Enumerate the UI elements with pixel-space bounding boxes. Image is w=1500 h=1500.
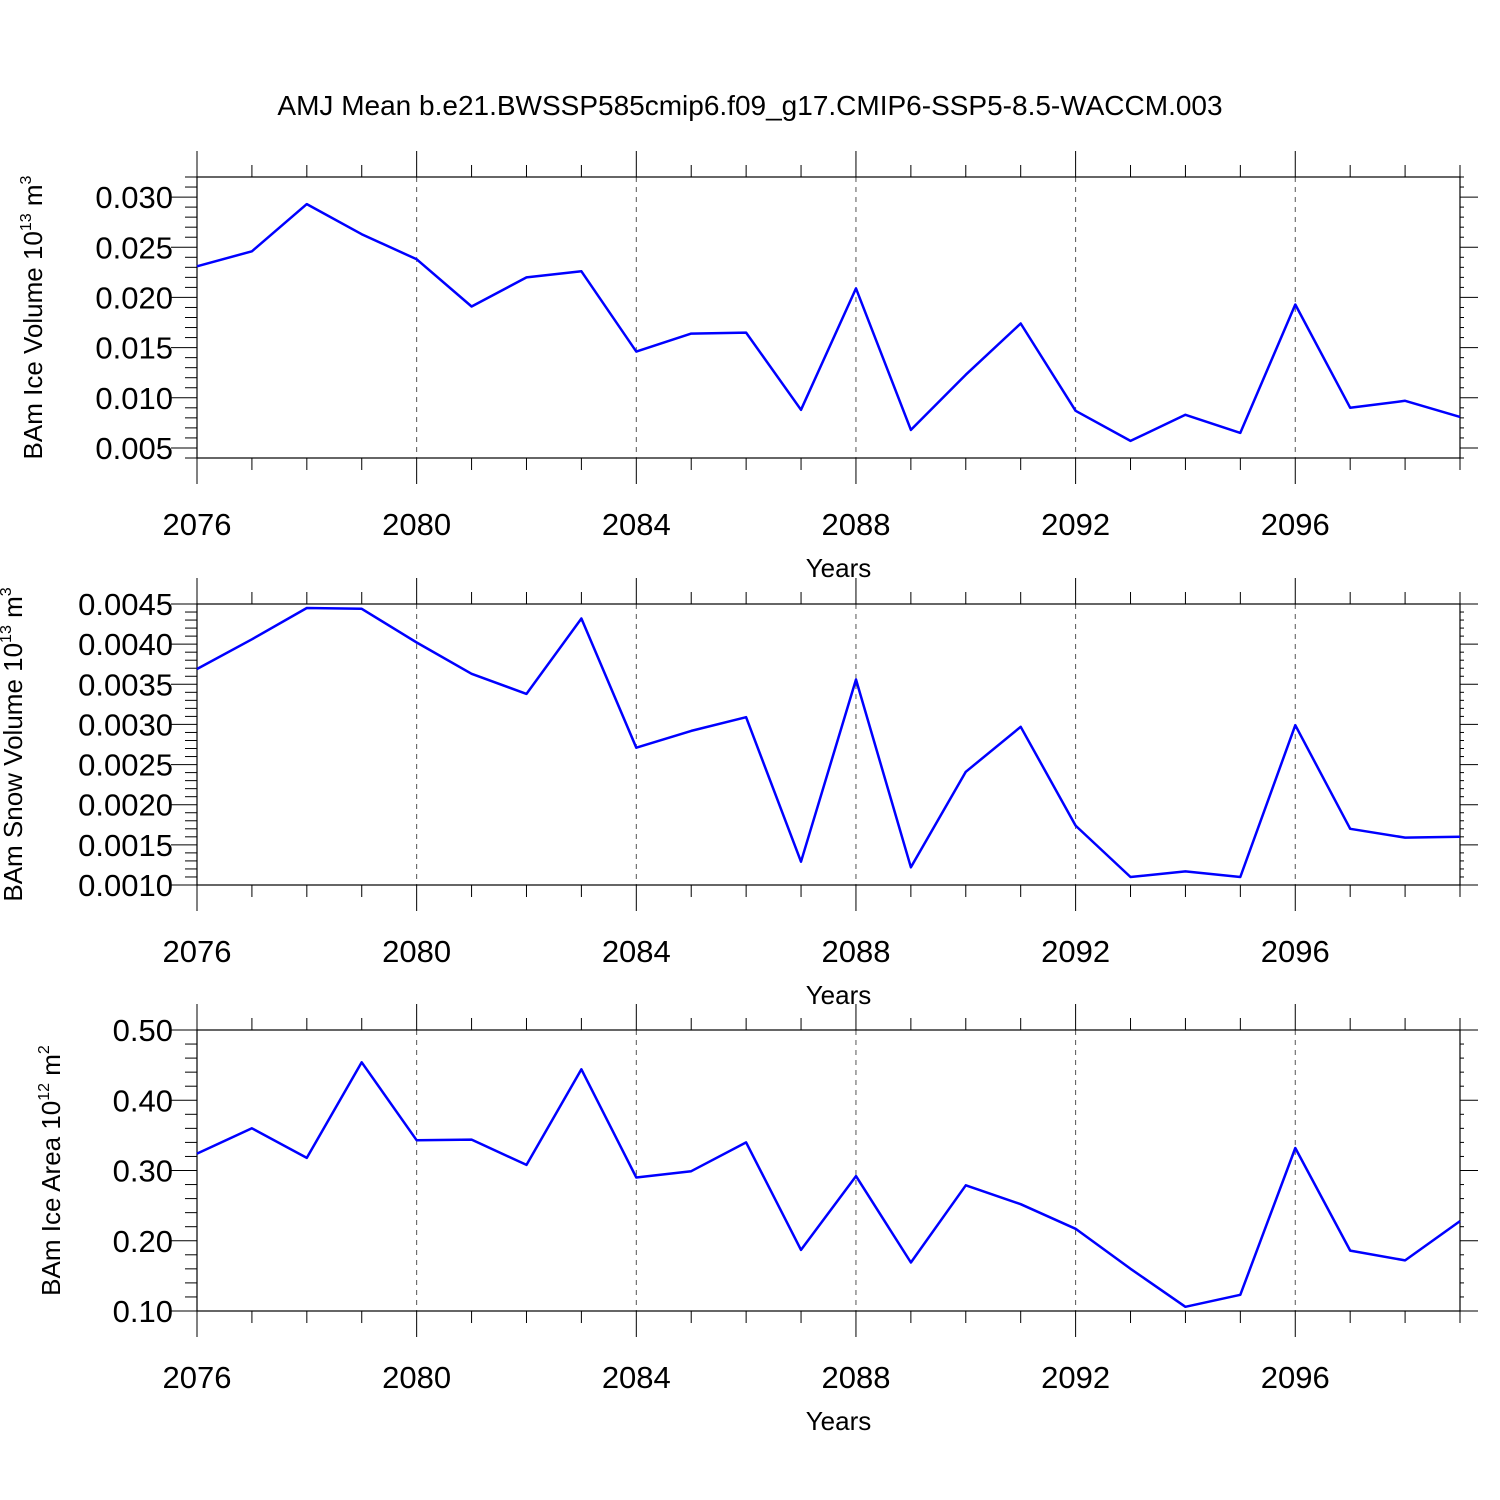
panel-1-x-tick-label: 2076 — [163, 507, 232, 542]
panel-2-y-tick-label: 0.0025 — [78, 748, 173, 783]
panel-1-x-tick-label: 2080 — [382, 507, 451, 542]
panel-1-x-tick-label: 2092 — [1041, 507, 1110, 542]
panels: 0.005 0.010 0.015 0.020 0.025 0.030 2076 2080 20… — [0, 151, 1478, 1436]
panel-3-x-axis-title: Years — [806, 1406, 872, 1436]
panel-3-x-tick-label: 2080 — [382, 1360, 451, 1395]
panel-3-y-axis-title: BAm Ice Area 1012 m2 — [36, 1045, 66, 1296]
panel-2-y-tick-label: 0.0030 — [78, 707, 173, 742]
panel-2-x-tick-label: 2076 — [163, 934, 232, 969]
panel-1-x-tick-label: 2088 — [821, 507, 890, 542]
panel-3-x-tick-label: 2088 — [821, 1360, 890, 1395]
panel-2-y-tick-label: 0.0020 — [78, 788, 173, 823]
figure-title: AMJ Mean b.e21.BWSSP585cmip6.f09_g17.CMI… — [277, 90, 1222, 121]
panel-3-y-tick-label: 0.30 — [113, 1154, 173, 1189]
panel-3: 0.10 0.20 0.30 0.40 0.50 2076 2080 2084 2088 2092… — [36, 1004, 1478, 1436]
panel-1: 0.005 0.010 0.015 0.020 0.025 0.030 2076 2080 20… — [18, 151, 1478, 583]
panel-3-frame — [196, 1029, 1461, 1312]
panel-1-y-tick-label: 0.005 — [95, 431, 173, 466]
panel-2: 0.0010 0.0015 0.0020 0.0025 0.0030 0.0035 0.00… — [0, 578, 1478, 1010]
panel-2-x-tick-label: 2080 — [382, 934, 451, 969]
panel-2-y-tick-label: 0.0015 — [78, 828, 173, 863]
panel-3-x-tick-label: 2076 — [163, 1360, 232, 1395]
panel-2-x-tick-label: 2096 — [1261, 934, 1330, 969]
panel-1-y-axis-title: BAm Ice Volume 1013 m3 — [18, 175, 48, 459]
panel-2-y-tick-label: 0.0040 — [78, 627, 173, 662]
panel-3-series-line — [196, 1061, 1461, 1309]
panel-3-x-tick-label: 2092 — [1041, 1360, 1110, 1395]
panel-1-y-tick-label: 0.015 — [95, 331, 173, 366]
panel-3-y-tick-label: 0.20 — [113, 1224, 173, 1259]
panel-1-x-tick-label: 2084 — [602, 507, 671, 542]
panel-2-y-tick-label: 0.0035 — [78, 667, 173, 702]
panel-1-series-line — [196, 202, 1461, 443]
panel-2-x-tick-label: 2092 — [1041, 934, 1110, 969]
panel-1-x-tick-label: 2096 — [1261, 507, 1330, 542]
panel-1-y-tick-label: 0.030 — [95, 180, 173, 215]
panel-3-y-tick-label: 0.50 — [113, 1013, 173, 1048]
panel-3-y-tick-label: 0.40 — [113, 1083, 173, 1118]
panel-2-series-line — [196, 606, 1461, 879]
panel-2-y-axis-title: BAm Snow Volume 1013 m3 — [0, 587, 28, 901]
panel-2-x-tick-label: 2088 — [821, 934, 890, 969]
panel-2-frame — [196, 603, 1461, 886]
panel-3-x-tick-label: 2096 — [1261, 1360, 1330, 1395]
panel-3-x-tick-label: 2084 — [602, 1360, 671, 1395]
panel-2-y-tick-label: 0.0045 — [78, 587, 173, 622]
panel-1-x-axis-title: Years — [806, 553, 872, 583]
panel-3-y-tick-label: 0.10 — [113, 1294, 173, 1329]
panel-1-frame — [196, 176, 1461, 459]
panel-2-y-tick-label: 0.0010 — [78, 868, 173, 903]
panel-2-x-tick-label: 2084 — [602, 934, 671, 969]
panel-2-x-axis-title: Years — [806, 980, 872, 1010]
panel-1-y-tick-label: 0.010 — [95, 381, 173, 416]
panel-1-y-tick-label: 0.020 — [95, 280, 173, 315]
panel-1-y-tick-label: 0.025 — [95, 230, 173, 265]
